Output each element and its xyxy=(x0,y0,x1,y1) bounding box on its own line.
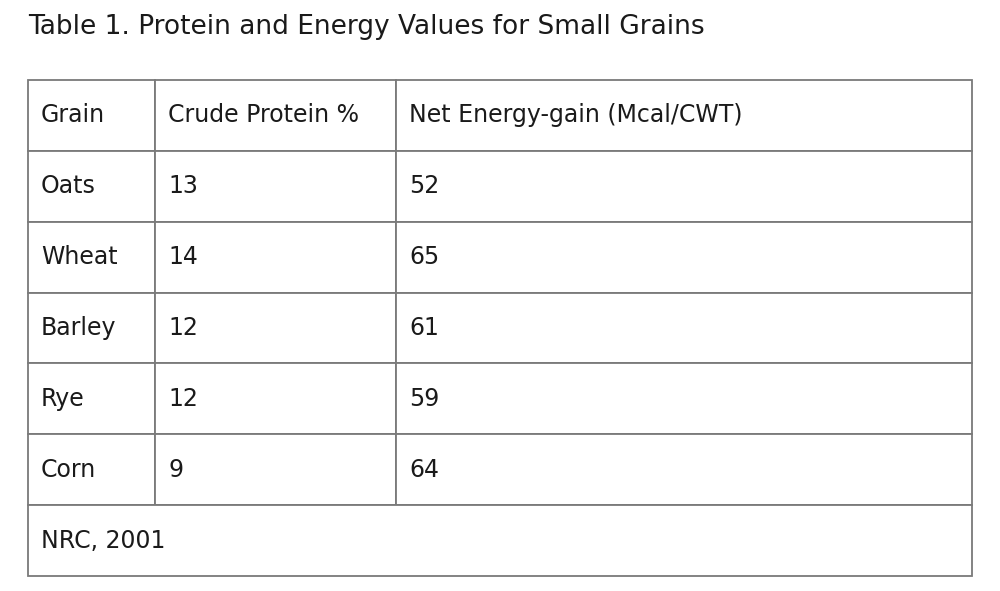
Text: 52: 52 xyxy=(409,174,439,198)
Text: Rye: Rye xyxy=(41,387,85,411)
Bar xyxy=(396,151,972,222)
Bar xyxy=(396,434,972,505)
Bar xyxy=(28,222,155,293)
Text: 59: 59 xyxy=(409,387,439,411)
Bar xyxy=(28,505,972,576)
Text: 14: 14 xyxy=(168,245,198,269)
Bar xyxy=(396,363,972,434)
Text: Barley: Barley xyxy=(41,316,116,340)
Text: Corn: Corn xyxy=(41,458,96,482)
Text: 61: 61 xyxy=(409,316,439,340)
Bar xyxy=(155,80,396,151)
Text: 13: 13 xyxy=(168,174,198,198)
Bar xyxy=(28,293,155,363)
Text: Crude Protein %: Crude Protein % xyxy=(168,103,359,127)
Bar xyxy=(396,222,972,293)
Bar xyxy=(155,434,396,505)
Text: Net Energy-gain (Mcal/CWT): Net Energy-gain (Mcal/CWT) xyxy=(409,103,743,127)
Bar xyxy=(28,80,155,151)
Text: Oats: Oats xyxy=(41,174,96,198)
Bar xyxy=(28,363,155,434)
Bar xyxy=(396,80,972,151)
Bar xyxy=(396,293,972,363)
Text: 65: 65 xyxy=(409,245,439,269)
Bar xyxy=(28,151,155,222)
Bar xyxy=(155,151,396,222)
Text: 64: 64 xyxy=(409,458,439,482)
Text: 12: 12 xyxy=(168,316,198,340)
Bar xyxy=(155,363,396,434)
Bar xyxy=(155,293,396,363)
Text: 12: 12 xyxy=(168,387,198,411)
Text: Table 1. Protein and Energy Values for Small Grains: Table 1. Protein and Energy Values for S… xyxy=(28,14,705,40)
Text: NRC, 2001: NRC, 2001 xyxy=(41,529,165,553)
Bar xyxy=(155,222,396,293)
Bar xyxy=(28,434,155,505)
Text: 9: 9 xyxy=(168,458,183,482)
Text: Grain: Grain xyxy=(41,103,105,127)
Text: Wheat: Wheat xyxy=(41,245,118,269)
